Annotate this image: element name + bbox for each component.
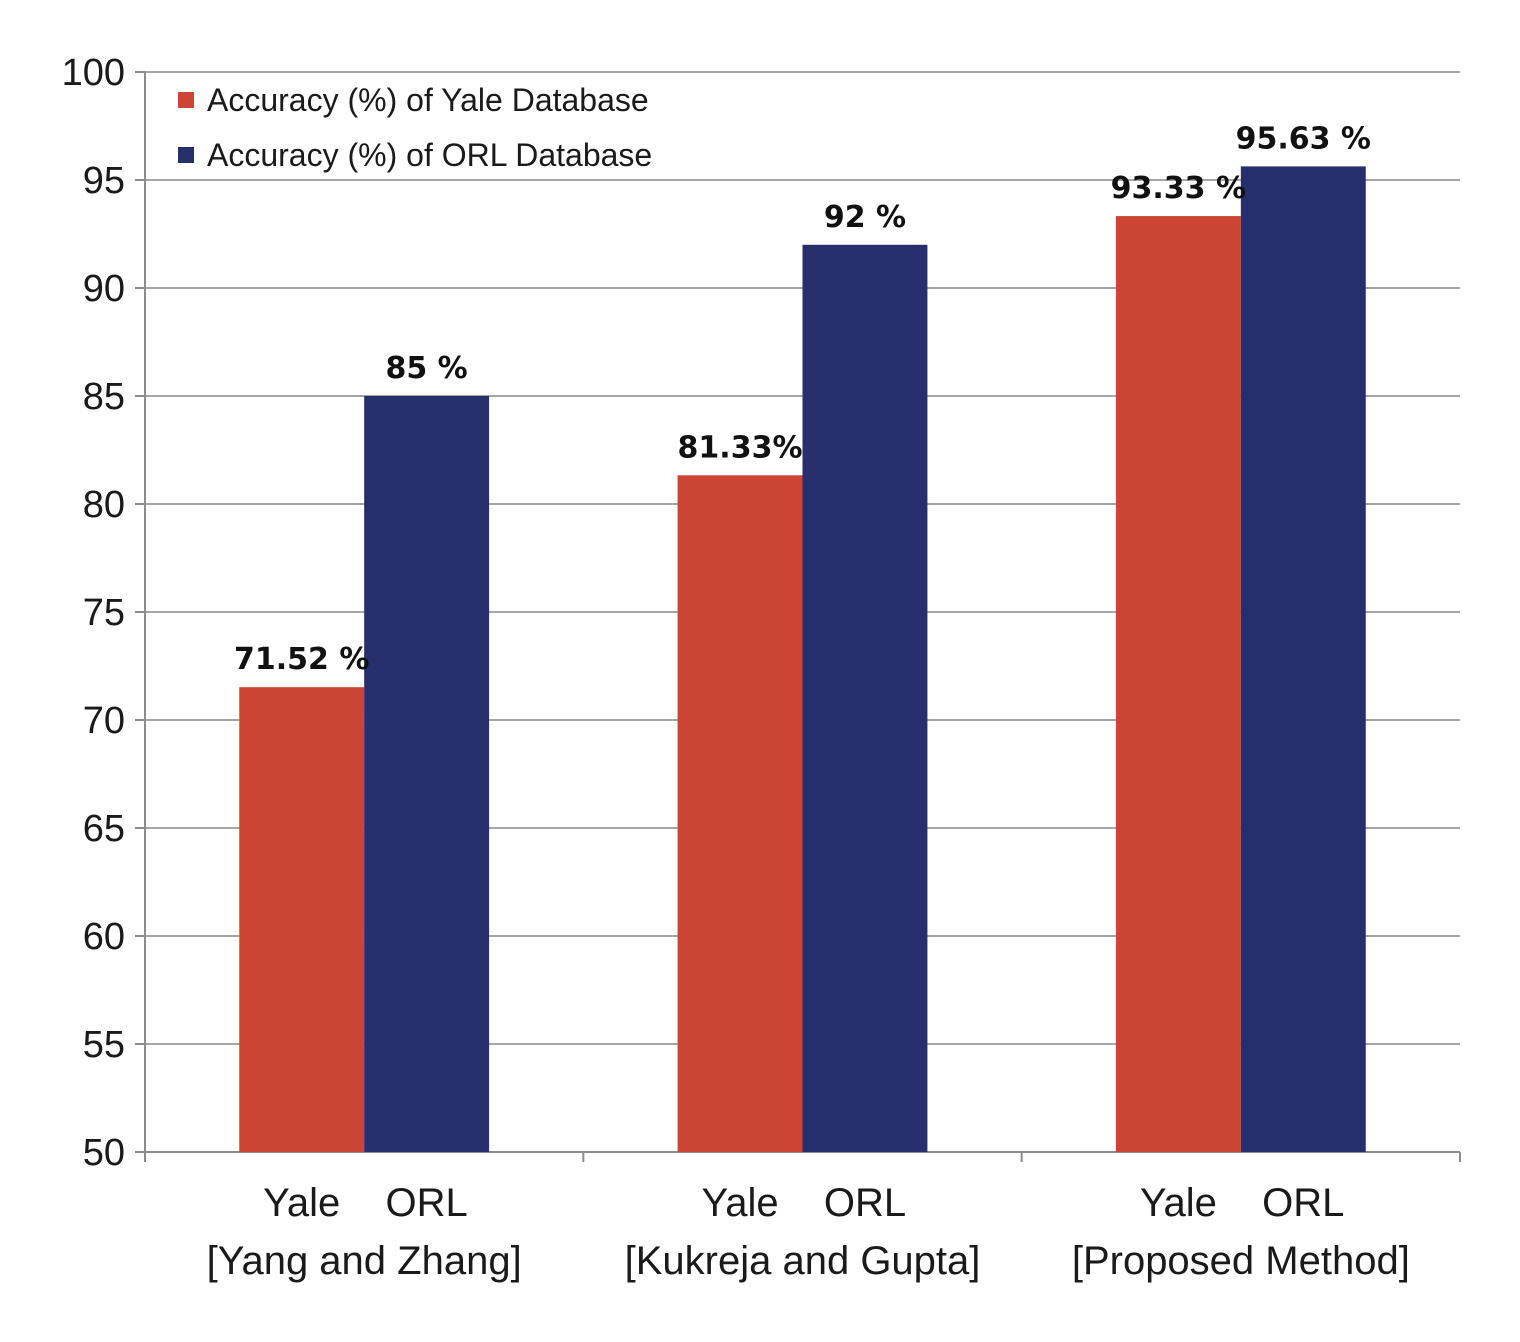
- bar: [364, 396, 490, 1152]
- legend-swatch: [178, 147, 194, 163]
- legend-label: Accuracy (%) of ORL Database: [207, 137, 652, 173]
- bar-category-label: Yale: [1140, 1181, 1217, 1225]
- bar: [677, 475, 803, 1153]
- group-label: [Proposed Method]: [1072, 1239, 1410, 1283]
- bar: [802, 244, 928, 1153]
- y-tick-label: 55: [83, 1024, 125, 1066]
- y-tick-label: 65: [83, 808, 125, 850]
- y-tick-label: 50: [83, 1132, 125, 1174]
- legend: Accuracy (%) of Yale Database Accuracy (%…: [178, 82, 652, 173]
- bar-category-label: Yale: [701, 1181, 778, 1225]
- bar: [239, 687, 365, 1152]
- data-label: 85 %: [385, 351, 467, 386]
- y-tick-label: 100: [62, 52, 125, 94]
- y-tick-label: 80: [83, 484, 125, 526]
- bar-category-label: Yale: [263, 1181, 340, 1225]
- bar: [1115, 216, 1241, 1152]
- y-tick-label: 75: [83, 592, 125, 634]
- bar-category-label: ORL: [1262, 1181, 1344, 1225]
- data-label: 81.33%: [678, 430, 803, 465]
- bars: [239, 166, 1366, 1153]
- bar: [1240, 166, 1366, 1153]
- y-tick-label: 95: [83, 160, 125, 202]
- data-label: 93.33 %: [1111, 171, 1246, 206]
- group-label: [Yang and Zhang]: [207, 1239, 522, 1283]
- y-tick-label: 70: [83, 700, 125, 742]
- legend-label: Accuracy (%) of Yale Database: [207, 82, 649, 118]
- y-tick-label: 90: [83, 268, 125, 310]
- data-label: 92 %: [824, 200, 906, 235]
- bar-category-label: ORL: [824, 1181, 906, 1225]
- data-label: 95.63 %: [1236, 121, 1371, 156]
- data-labels: 71.52 % 85 % 81.33% 92 % 93.33 % 95.63 %: [234, 121, 1371, 677]
- bar-category-label: ORL: [386, 1181, 468, 1225]
- y-tick-label: 85: [83, 376, 125, 418]
- legend-swatch: [178, 92, 194, 108]
- group-label: [Kukreja and Gupta]: [625, 1239, 981, 1283]
- axes: 50 55 60 65 70 75 80 85 90 95 100: [62, 52, 1461, 1174]
- data-label: 71.52 %: [234, 642, 369, 677]
- category-labels: Yale ORL [Yang and Zhang] Yale ORL [Kukreja a…: [207, 1181, 1410, 1283]
- y-tick-label: 60: [83, 916, 125, 958]
